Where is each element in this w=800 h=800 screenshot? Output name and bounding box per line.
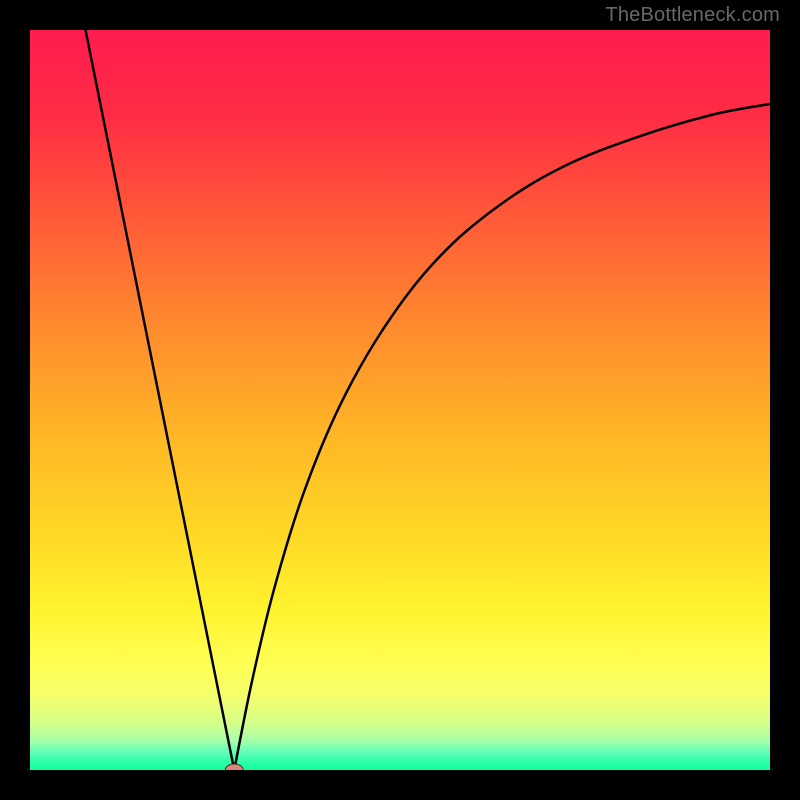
chart-background (30, 30, 770, 770)
watermark-label: TheBottleneck.com (605, 4, 780, 27)
bottleneck-chart (0, 0, 800, 800)
optimal-point-marker (225, 764, 243, 776)
chart-container: TheBottleneck.com (0, 0, 800, 800)
